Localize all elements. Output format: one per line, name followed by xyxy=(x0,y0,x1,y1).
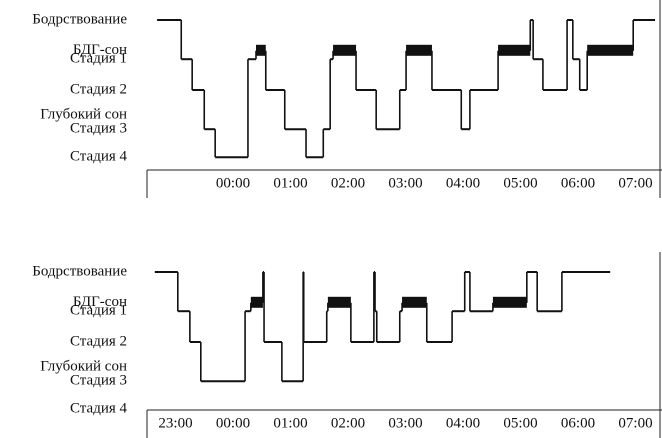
y-tick-label: БДГ-сон xyxy=(73,294,127,310)
y-tick-label: Стадия 3 xyxy=(70,121,127,137)
rem-segment xyxy=(402,296,427,308)
rem-segment xyxy=(250,296,263,308)
x-tick-label: 01:00 xyxy=(273,175,307,191)
rem-segment xyxy=(256,44,266,56)
y-tick-label: Стадия 1 xyxy=(70,51,127,67)
x-tick-label: 00:00 xyxy=(216,415,250,431)
y-tick-label: Стадия 4 xyxy=(70,401,128,417)
x-tick-label: 01:00 xyxy=(273,415,307,431)
x-tick-label: 23:00 xyxy=(158,415,192,431)
y-tick-label: Стадия 1 xyxy=(70,303,127,319)
x-tick-label: 07:00 xyxy=(618,175,652,191)
x-tick-label: 05:00 xyxy=(503,415,537,431)
y-tick-label: Стадия 3 xyxy=(70,373,127,389)
y-tick-label: Бодрствование xyxy=(32,11,127,27)
rem-segment xyxy=(327,296,351,308)
x-tick-label: 03:00 xyxy=(388,175,422,191)
x-tick-label: 02:00 xyxy=(331,175,365,191)
x-tick-label: 00:00 xyxy=(216,175,250,191)
y-tick-label: Глубокий сон xyxy=(40,107,127,123)
y-tick-label: Глубокий сон xyxy=(40,359,127,375)
x-tick-label: 04:00 xyxy=(446,175,480,191)
x-tick-label: 02:00 xyxy=(331,415,365,431)
rem-segment xyxy=(587,44,634,56)
rem-segment xyxy=(333,44,357,56)
x-tick-label: 04:00 xyxy=(446,415,480,431)
y-tick-label: Стадия 2 xyxy=(70,333,127,349)
x-tick-label: 06:00 xyxy=(561,415,595,431)
x-tick-label: 05:00 xyxy=(503,175,537,191)
y-tick-label: БДГ-сон xyxy=(73,42,127,58)
rem-segment xyxy=(498,44,531,56)
x-tick-label: 03:00 xyxy=(388,415,422,431)
y-tick-label: Стадия 4 xyxy=(70,149,128,165)
rem-segment xyxy=(406,44,432,56)
y-tick-label: Бодрствование xyxy=(32,263,127,279)
rem-segment xyxy=(492,296,527,308)
y-tick-label: Стадия 2 xyxy=(70,81,127,97)
x-tick-label: 06:00 xyxy=(561,175,595,191)
x-tick-label: 07:00 xyxy=(618,415,652,431)
